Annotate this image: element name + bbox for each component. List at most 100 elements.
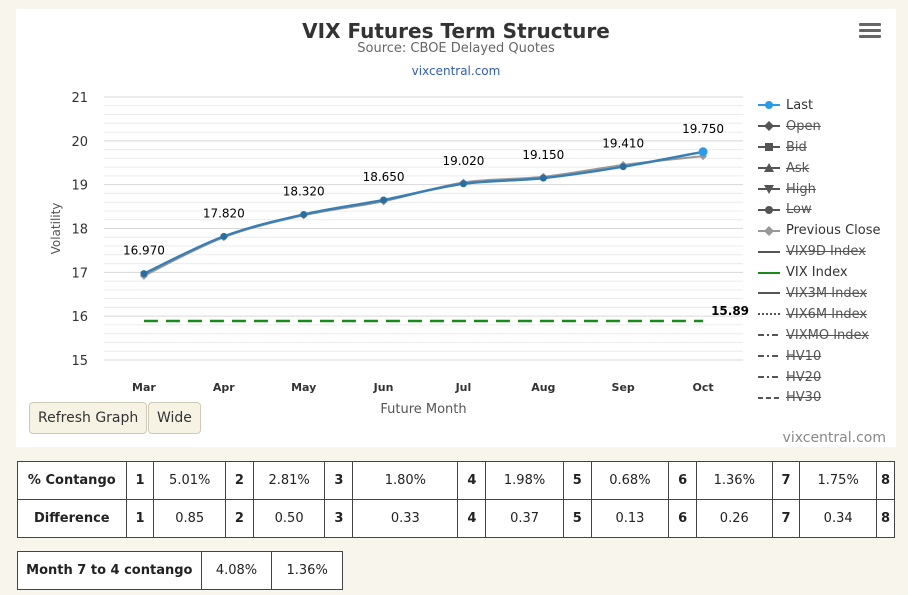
legend-symbol-icon (758, 334, 780, 337)
month-number-cell: 6 (668, 461, 697, 500)
legend-symbol-icon (758, 376, 780, 379)
legend-item[interactable]: High (758, 179, 898, 200)
last-price-point[interactable] (539, 174, 547, 182)
month-number-cell: 8 (875, 461, 896, 500)
y-tick-label: 16 (71, 310, 88, 325)
legend-label: Previous Close (786, 223, 881, 239)
legend-label: VIX Index (786, 265, 848, 281)
legend-item[interactable]: Bid (758, 137, 898, 158)
vix-index-value-label: 15.89 (711, 304, 749, 318)
legend-item[interactable]: HV10 (758, 346, 898, 367)
contango-table: % Contango 1 5.01% 2 2.81% 3 1.80% 4 1.98% 5 0.68%… (17, 461, 896, 538)
month-number-cell: 5 (562, 499, 592, 538)
month-number-cell: 7 (771, 499, 801, 538)
last-price-point[interactable] (300, 210, 308, 218)
legend-label: Low (786, 202, 812, 218)
legend-item[interactable]: HV20 (758, 367, 898, 388)
legend-symbol-icon (758, 292, 780, 295)
legend-item[interactable]: VIX Index (758, 262, 898, 283)
y-tick-label: 18 (71, 223, 88, 238)
value-cell: 0.50 (252, 499, 326, 538)
value-cell: 1.36% (695, 461, 773, 500)
x-tick-label: Apr (213, 381, 235, 394)
month-number-cell: 4 (457, 499, 487, 538)
chart-title: VIX Futures Term Structure (302, 19, 610, 43)
month-number-cell: 3 (324, 499, 354, 538)
legend-symbol-icon (758, 205, 780, 214)
legend-symbol-icon (758, 225, 780, 236)
chart-legend: Last Open Bid Ask High Low Previous Close VIX9D… (758, 95, 898, 408)
y-axis-title: Volatility (49, 203, 63, 255)
value-cell: 0.34 (799, 499, 877, 538)
legend-label: HV10 (786, 348, 822, 364)
legend-symbol-icon (758, 163, 780, 173)
value-cell: 0.68% (590, 461, 670, 500)
data-label: 19.750 (682, 122, 724, 136)
month-number-cell: 7 (771, 461, 801, 500)
legend-item[interactable]: VIXMO Index (758, 325, 898, 346)
source-link[interactable]: vixcentral.com (411, 64, 501, 78)
last-price-line (143, 150, 704, 275)
legend-item[interactable]: HV30 (758, 387, 898, 408)
data-label: 19.150 (522, 148, 564, 162)
term-structure-chart: 15 16 17 18 19 20 21 Volatility Mar Apr May Jun Jul A… (49, 91, 749, 417)
month-number-cell: 5 (562, 461, 592, 500)
month-number-cell: 2 (225, 461, 254, 500)
y-tick-label: 15 (71, 354, 88, 369)
legend-label: Bid (786, 139, 807, 155)
x-axis-title: Future Month (380, 402, 466, 417)
legend-label: High (786, 181, 816, 197)
legend-symbol-icon (758, 143, 780, 152)
legend-label: VIXMO Index (786, 327, 870, 343)
last-price-point[interactable] (220, 232, 228, 240)
x-tick-label: Jul (455, 381, 472, 394)
value-cell: 0.85 (153, 499, 227, 538)
data-label: 19.020 (442, 154, 484, 168)
legend-symbol-icon (758, 185, 780, 194)
legend-label: HV30 (786, 390, 822, 406)
value-cell: 2.81% (252, 461, 326, 500)
refresh-graph-button[interactable]: Refresh Graph (29, 402, 148, 434)
value-cell: 0.33 (352, 499, 459, 538)
legend-symbol-icon (758, 101, 780, 110)
month-number-cell: 6 (668, 499, 697, 538)
x-tick-label: Mar (132, 381, 156, 394)
legend-symbol-icon (758, 271, 780, 274)
month-number-cell: 1 (125, 461, 155, 500)
data-label: 18.320 (283, 184, 325, 198)
month-contango-table: Month 7 to 4 contango 4.08% 1.36% (17, 551, 343, 590)
legend-item[interactable]: VIX6M Index (758, 304, 898, 325)
data-label: 18.650 (363, 170, 405, 184)
x-tick-label: Sep (612, 381, 635, 394)
legend-item[interactable]: Previous Close (758, 220, 898, 241)
legend-symbol-icon (758, 121, 780, 132)
value-cell: 1.98% (485, 461, 564, 500)
legend-symbol-icon (758, 396, 780, 399)
wide-button[interactable]: Wide (148, 402, 201, 434)
hamburger-menu-icon[interactable] (859, 23, 881, 41)
last-price-point[interactable] (380, 196, 388, 204)
month-contango-value-1: 4.08% (200, 551, 273, 590)
data-label: 17.820 (203, 206, 245, 220)
legend-item[interactable]: VIX3M Index (758, 283, 898, 304)
value-cell: 0.37 (485, 499, 564, 538)
legend-label: Open (786, 118, 821, 134)
last-price-point[interactable] (140, 270, 148, 278)
last-price-point[interactable] (698, 147, 708, 157)
last-price-point[interactable] (459, 180, 467, 188)
contango-table-row: % Contango 1 5.01% 2 2.81% 3 1.80% 4 1.98% 5 0.68%… (17, 461, 896, 500)
row-label: % Contango (17, 461, 127, 500)
legend-item[interactable]: Last (758, 95, 898, 116)
legend-item[interactable]: Ask (758, 158, 898, 179)
value-cell: 0.26 (695, 499, 773, 538)
legend-label: VIX9D Index (786, 244, 866, 260)
month-number-cell: 4 (457, 461, 487, 500)
legend-item[interactable]: VIX9D Index (758, 241, 898, 262)
legend-item[interactable]: Open (758, 116, 898, 137)
last-price-point[interactable] (619, 163, 627, 171)
value-cell: 1.80% (352, 461, 459, 500)
legend-item[interactable]: Low (758, 199, 898, 220)
month-number-cell: 1 (125, 499, 155, 538)
y-tick-label: 20 (71, 135, 88, 150)
legend-symbol-icon (758, 250, 780, 253)
